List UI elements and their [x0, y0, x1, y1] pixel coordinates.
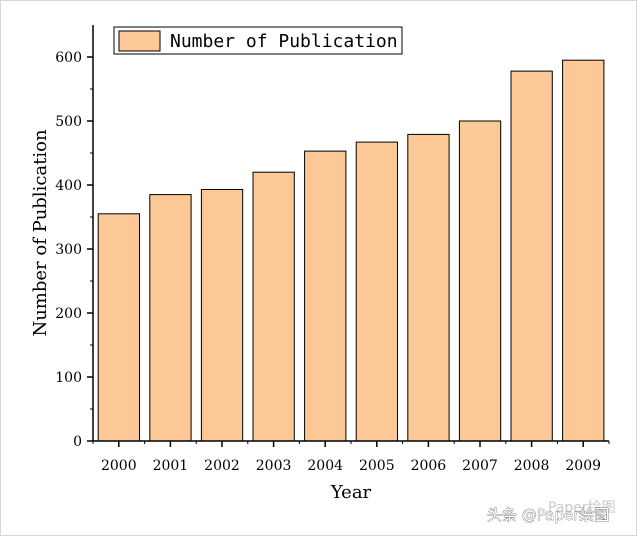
legend-box — [113, 26, 403, 55]
bar-2005 — [355, 141, 399, 442]
x-tick-label: 2006 — [411, 458, 447, 474]
x-tick-label: 2003 — [256, 458, 292, 474]
x-tick-label: 2002 — [204, 458, 240, 474]
x-tick-label: 2009 — [565, 458, 601, 474]
bar-2000 — [97, 213, 140, 442]
x-tick-label: 2007 — [462, 458, 498, 474]
legend-label: Number of Publication — [170, 31, 398, 52]
y-tick-label: 200 — [55, 306, 82, 322]
x-tick-label: 2008 — [514, 458, 550, 474]
bar-2007 — [458, 120, 502, 442]
y-tick-label: 600 — [55, 50, 82, 66]
x-ticks-group: 2000 2001 2002 2003 2004 2005 2006 2007 2008 2009 — [92, 441, 610, 474]
legend: Number of Publication — [113, 26, 403, 55]
x-tick-label: 2000 — [101, 458, 137, 474]
y-ticks-group: 0 100 200 300 400 500 600 — [55, 50, 93, 450]
bar-2002 — [200, 189, 244, 442]
watermark: Paper绘图 头条 @Paper绘图 — [487, 500, 616, 524]
y-axis-title: Number of Publication — [30, 129, 51, 337]
y-tick-label: 400 — [55, 178, 82, 194]
bar-2009 — [562, 59, 605, 442]
y-tick-label: 100 — [55, 370, 82, 386]
bars-group — [97, 59, 605, 442]
watermark-faint: Paper绘图 — [548, 500, 616, 516]
y-tick-label: 0 — [73, 434, 82, 450]
y-tick-label: 500 — [55, 114, 82, 130]
bar-2003 — [252, 171, 295, 442]
watermark-main: 头条 @Paper绘图 — [487, 506, 609, 524]
y-tick-label: 300 — [55, 242, 82, 258]
x-tick-label: 2001 — [153, 458, 189, 474]
x-axis-title: Year — [330, 482, 372, 503]
x-tick-label: 2005 — [359, 458, 395, 474]
bar-2001 — [149, 194, 192, 442]
bar-2008 — [510, 70, 553, 442]
x-tick-label: 2004 — [307, 458, 343, 474]
bar-2006 — [407, 133, 450, 442]
legend-swatch — [118, 30, 161, 52]
bar-2004 — [304, 150, 347, 442]
